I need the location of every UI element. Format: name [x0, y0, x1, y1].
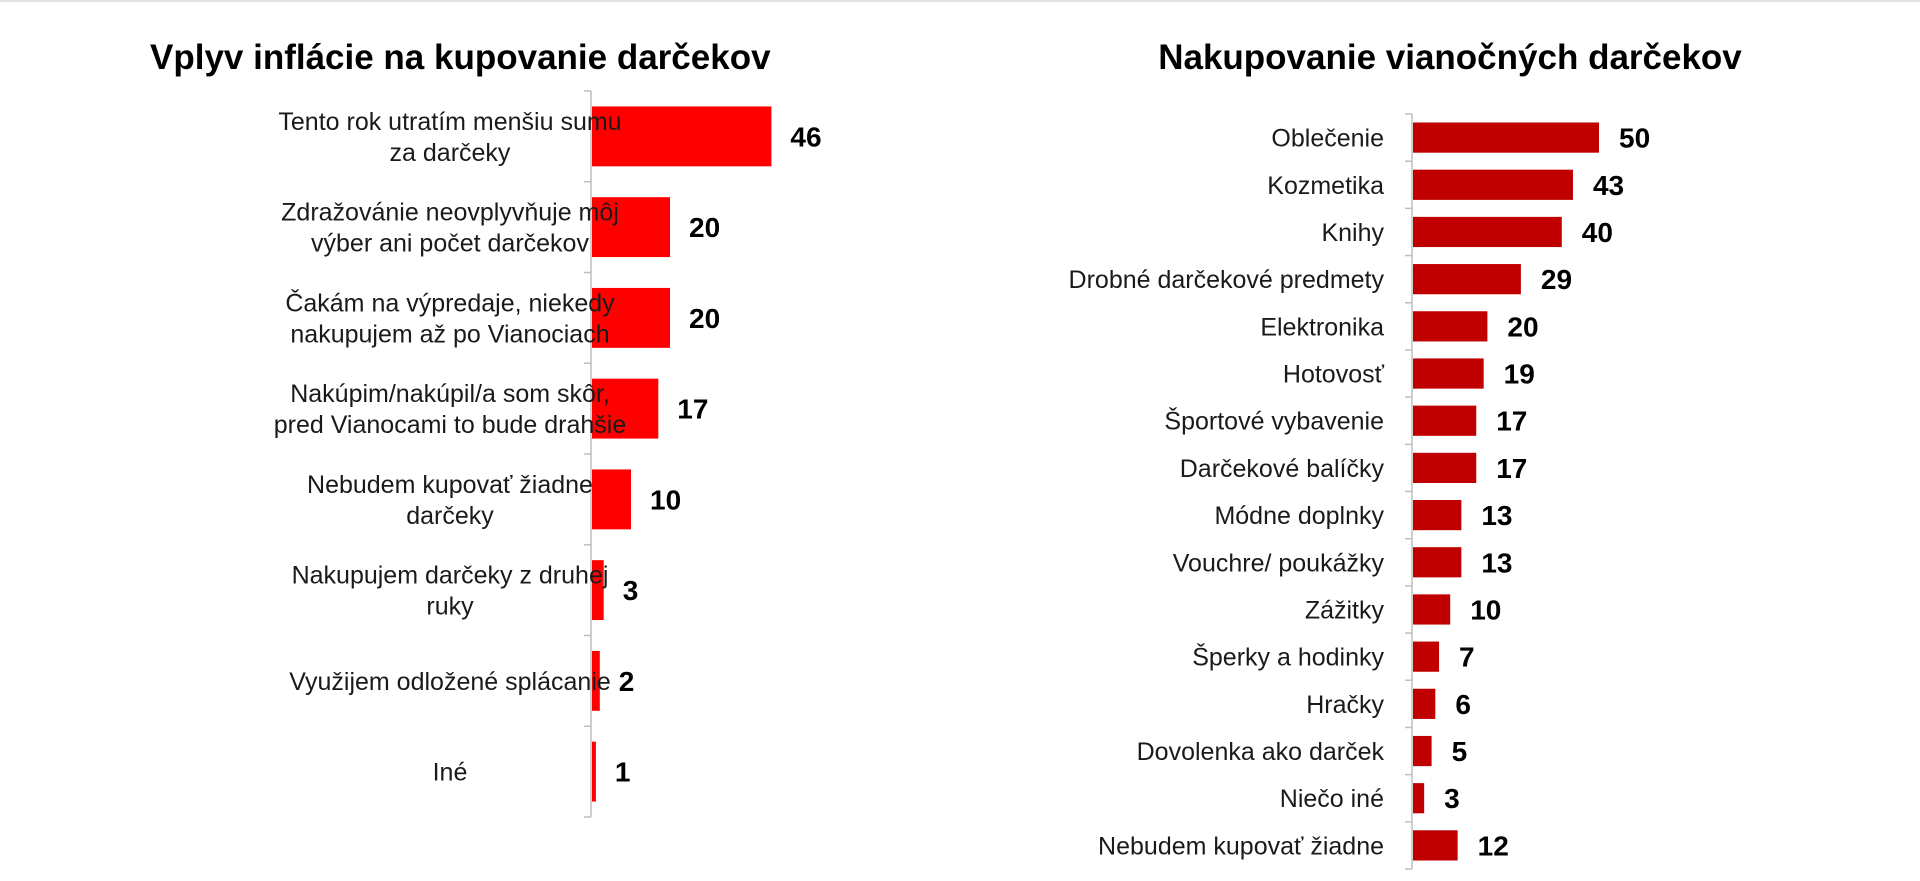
inflation-value-label: 10 [650, 484, 681, 515]
top-border [0, 0, 1920, 2]
gifts-category-label: Kozmetika [1267, 172, 1384, 200]
inflation-bar [592, 741, 596, 802]
chart-title-gifts: Nakupovanie vianočných darčekov [1158, 38, 1742, 77]
inflation-value-label: 3 [623, 575, 639, 606]
inflation-bar [592, 469, 631, 530]
inflation-category-label: Zdražovánie neovplyvňuje môj [281, 199, 619, 227]
gifts-bar [1413, 452, 1477, 484]
gifts-value-label: 6 [1455, 689, 1471, 720]
gifts-value-label: 19 [1504, 359, 1535, 390]
gifts-bar [1413, 499, 1462, 531]
gifts-bar [1413, 122, 1599, 153]
gifts-category-label: Zážitky [1305, 596, 1385, 624]
gifts-bar [1413, 264, 1521, 295]
inflation-value-label: 2 [619, 666, 635, 697]
gifts-value-label: 20 [1507, 311, 1538, 342]
inflation-value-label: 17 [677, 394, 708, 425]
gifts-value-label: 40 [1582, 217, 1613, 248]
gifts-bar [1413, 311, 1488, 342]
inflation-category-label: pred Vianocami to bude drahšie [274, 411, 627, 439]
gifts-bar [1413, 783, 1425, 814]
inflation-category-label: Čakám na výpredaje, niekedy [285, 288, 615, 317]
inflation-category-label: Iné [433, 759, 468, 787]
inflation-category-label: Nakúpim/nakúpil/a som skôr, [290, 380, 610, 408]
inflation-value-label: 1 [615, 757, 631, 788]
inflation-category-label: darčeky [406, 502, 494, 530]
inflation-category-label: Tento rok utratím menšiu sumu [278, 108, 621, 136]
inflation-bar [592, 560, 604, 621]
gifts-value-label: 29 [1541, 264, 1572, 295]
gifts-category-label: Darčekové balíčky [1180, 455, 1385, 483]
gifts-category-label: Športové vybavenie [1164, 407, 1384, 436]
gifts-category-label: Módne doplnky [1214, 502, 1384, 530]
inflation-category-label: za darčeky [390, 139, 511, 167]
gifts-bar [1413, 405, 1477, 436]
gifts-bar [1413, 547, 1462, 578]
inflation-value-label: 46 [790, 121, 821, 152]
inflation-value-label: 20 [689, 212, 720, 243]
gifts-category-label: Vouchre/ poukážky [1173, 549, 1385, 577]
gifts-bar [1413, 641, 1440, 672]
inflation-category-label: Nakupujem darčeky z druhej [292, 562, 609, 590]
inflation-value-label: 20 [689, 303, 720, 334]
inflation-bar [592, 197, 670, 258]
gifts-bar [1413, 169, 1573, 200]
gifts-category-label: Hotovosť [1283, 361, 1385, 389]
gifts-bar [1413, 830, 1458, 861]
gifts-value-label: 43 [1593, 170, 1624, 201]
gifts-value-label: 7 [1459, 642, 1475, 673]
inflation-bar [592, 106, 772, 167]
gifts-category-label: Šperky a hodinky [1192, 643, 1384, 672]
gifts-bar [1413, 688, 1436, 719]
gifts-value-label: 13 [1481, 547, 1512, 578]
gifts-category-label: Hračky [1306, 691, 1384, 719]
inflation-bar [592, 650, 600, 711]
gifts-category-label: Oblečenie [1271, 125, 1384, 153]
gifts-category-label: Knihy [1321, 219, 1384, 247]
inflation-bar [592, 287, 670, 348]
inflation-category-label: Využijem odložené splácanie [289, 668, 610, 696]
gifts-value-label: 13 [1481, 500, 1512, 531]
gifts-value-label: 3 [1444, 783, 1460, 814]
gifts-value-label: 5 [1452, 736, 1468, 767]
gifts-value-label: 50 [1619, 123, 1650, 154]
chart-title-inflation: Vplyv inflácie na kupovanie darčekov [150, 38, 771, 77]
gifts-bar [1413, 216, 1562, 248]
gifts-category-label: Elektronika [1260, 313, 1384, 341]
inflation-category-label: nakupujem až po Vianociach [290, 320, 609, 348]
gifts-category-label: Niečo iné [1280, 785, 1384, 813]
inflation-category-label: ruky [426, 593, 474, 621]
gifts-category-label: Nebudem kupovať žiadne [1098, 832, 1384, 860]
gifts-value-label: 17 [1496, 453, 1527, 484]
inflation-bar [592, 378, 659, 439]
gifts-value-label: 10 [1470, 594, 1501, 625]
inflation-category-label: Nebudem kupovať žiadne [307, 471, 593, 499]
gifts-bar [1413, 358, 1484, 389]
gifts-category-label: Drobné darčekové predmety [1069, 266, 1385, 294]
gifts-value-label: 17 [1496, 406, 1527, 437]
gifts-bar [1413, 735, 1432, 767]
gifts-value-label: 12 [1478, 830, 1509, 861]
gifts-category-label: Dovolenka ako darček [1137, 738, 1385, 766]
gifts-bar [1413, 594, 1451, 625]
inflation-category-label: výber ani počet darčekov [311, 230, 589, 258]
